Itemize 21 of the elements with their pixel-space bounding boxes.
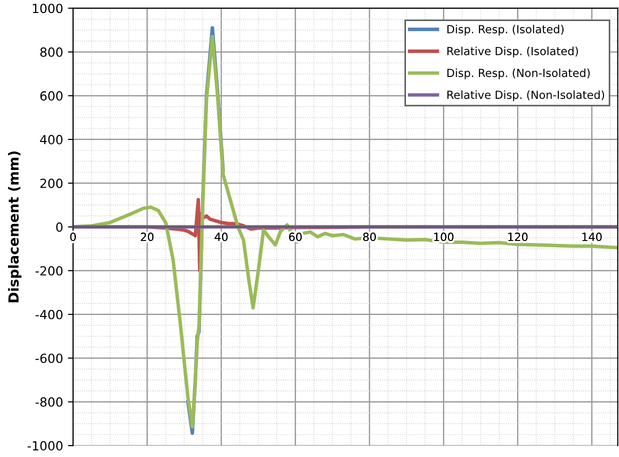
y-tick-label: -400 [36, 310, 62, 320]
x-tick-label: 100 [434, 232, 454, 242]
legend-label: Disp. Resp. (Non-Isolated) [447, 68, 590, 80]
y-axis-title: Displacement (mm) [8, 152, 22, 302]
x-tick-label: 140 [582, 232, 602, 242]
y-tick-label: 400 [40, 134, 62, 144]
y-tick-label: 0 [56, 222, 62, 232]
x-tick-label: 20 [140, 232, 154, 242]
x-tick-label: 120 [508, 232, 528, 242]
y-tick-label: 200 [40, 178, 62, 188]
legend-label: Relative Disp. (Isolated) [447, 46, 578, 58]
y-tick-label: -800 [36, 397, 62, 407]
legend-label: Disp. Resp. (Isolated) [447, 24, 564, 36]
y-tick-label: -1000 [28, 441, 62, 450]
y-tick-label: -600 [36, 354, 62, 364]
x-tick-label: 40 [214, 232, 228, 242]
y-tick-label: 1000 [32, 4, 62, 14]
y-tick-label: 600 [40, 91, 62, 101]
legend-label: Relative Disp. (Non-Isolated) [447, 90, 604, 102]
y-tick-label: 800 [40, 47, 62, 57]
y-tick-label: -200 [36, 266, 62, 276]
